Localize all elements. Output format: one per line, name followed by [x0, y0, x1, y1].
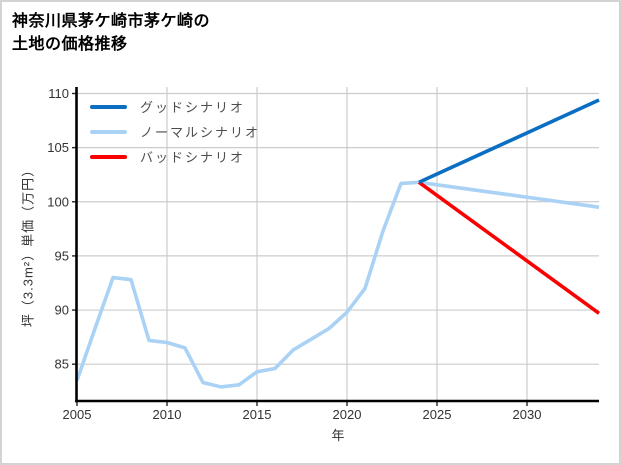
legend-item-bad: バッドシナリオ	[90, 144, 260, 169]
legend-swatch-bad-line	[90, 154, 127, 159]
series-line-normal	[418, 180, 600, 209]
series-line-bad	[417, 180, 601, 315]
x-tick-label-2030: 2030	[513, 407, 542, 422]
x-tick-label-2015: 2015	[243, 407, 272, 422]
y-tick-label-110: 110	[48, 86, 69, 101]
page-title-line1: 神奈川県茅ケ崎市茅ケ崎の	[12, 13, 211, 30]
x-axis-label: 年	[331, 428, 345, 443]
page-title: 神奈川県茅ケ崎市茅ケ崎の 土地の価格推移	[12, 10, 210, 56]
x-tick-label-2025: 2025	[423, 407, 452, 422]
legend-item-good: グッドシナリオ	[90, 94, 260, 119]
y-tick-label-85: 85	[55, 357, 69, 372]
legend: グッドシナリオ ノーマルシナリオ バッドシナリオ	[90, 94, 260, 169]
x-tick-label-2005: 2005	[63, 407, 92, 422]
y-tick-label-90: 90	[55, 303, 69, 318]
x-tick-label-2020: 2020	[333, 407, 362, 422]
legend-swatch-normal-line	[90, 129, 127, 134]
legend-swatch-good-line	[90, 104, 127, 109]
series-line-history	[75, 180, 420, 389]
page-title-line2: 土地の価格推移	[12, 36, 128, 53]
legend-label-bad: バッドシナリオ	[140, 150, 246, 165]
x-tick-label-2010: 2010	[153, 407, 182, 422]
legend-label-normal: ノーマルシナリオ	[140, 125, 261, 140]
series-line-good	[418, 98, 600, 184]
y-tick-label-95: 95	[55, 248, 69, 263]
y-axis-label: 坪（3.3m²）単価（万円）	[20, 162, 36, 328]
y-tick-label-100: 100	[47, 194, 69, 209]
legend-item-normal: ノーマルシナリオ	[90, 119, 260, 144]
legend-label-good: グッドシナリオ	[140, 100, 246, 115]
y-tick-label-105: 105	[47, 140, 69, 155]
